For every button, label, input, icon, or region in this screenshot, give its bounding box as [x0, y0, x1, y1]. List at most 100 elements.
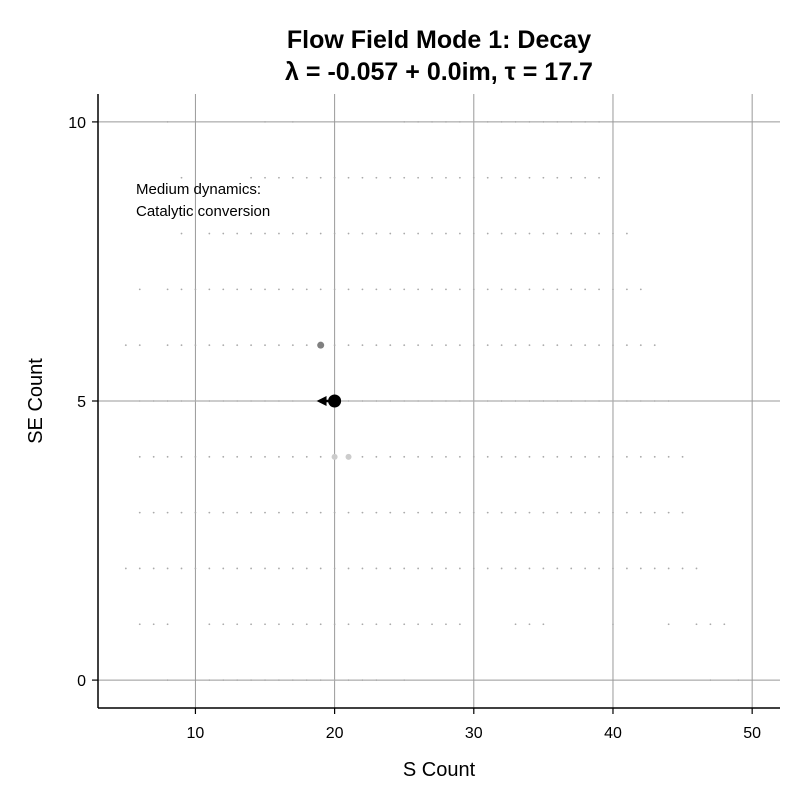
field-point: [487, 177, 489, 179]
field-point: [515, 400, 517, 402]
field-point: [306, 177, 308, 179]
field-point: [167, 456, 169, 458]
field-point: [459, 233, 461, 235]
field-point: [153, 568, 155, 570]
field-point: [403, 456, 405, 458]
field-point: [626, 288, 628, 290]
x-tick-label-20: 20: [326, 725, 344, 742]
field-point: [292, 512, 294, 514]
field-point: [598, 456, 600, 458]
field-point: [139, 456, 141, 458]
field-point: [181, 568, 183, 570]
field-point: [264, 456, 266, 458]
x-tick-label-30: 30: [465, 725, 483, 742]
field-point: [362, 344, 364, 346]
field-point: [501, 121, 503, 123]
current-state-point: [328, 395, 341, 408]
field-point: [417, 568, 419, 570]
field-point: [236, 456, 238, 458]
field-point: [501, 400, 503, 402]
field-point: [167, 679, 169, 681]
field-point: [292, 344, 294, 346]
field-point: [501, 512, 503, 514]
field-point: [306, 344, 308, 346]
field-point: [515, 121, 517, 123]
field-point: [584, 233, 586, 235]
field-point: [139, 512, 141, 514]
field-point: [208, 456, 210, 458]
highlight-point-2: [332, 454, 338, 460]
annotation-line-2: Catalytic conversion: [136, 203, 270, 220]
field-point: [529, 121, 531, 123]
field-point: [264, 512, 266, 514]
field-point: [334, 623, 336, 625]
y-axis-label: SE Count: [25, 358, 47, 444]
field-point: [515, 512, 517, 514]
field-point: [598, 233, 600, 235]
field-point: [417, 288, 419, 290]
field-point: [181, 233, 183, 235]
field-point: [208, 344, 210, 346]
field-point: [737, 679, 739, 681]
field-point: [515, 288, 517, 290]
field-point: [612, 344, 614, 346]
field-point: [167, 400, 169, 402]
field-point: [208, 679, 210, 681]
field-point: [445, 233, 447, 235]
field-point: [222, 623, 224, 625]
field-point: [375, 400, 377, 402]
field-point: [445, 121, 447, 123]
field-point: [417, 177, 419, 179]
field-point: [306, 456, 308, 458]
field-point: [431, 456, 433, 458]
field-point: [654, 456, 656, 458]
field-point: [348, 623, 350, 625]
field-point: [445, 568, 447, 570]
field-point: [445, 456, 447, 458]
field-point: [710, 679, 712, 681]
field-point: [459, 512, 461, 514]
field-point: [431, 344, 433, 346]
field-point: [487, 400, 489, 402]
field-point: [348, 344, 350, 346]
field-point: [375, 233, 377, 235]
field-point: [250, 623, 252, 625]
field-point: [696, 568, 698, 570]
field-point: [348, 177, 350, 179]
field-point: [292, 623, 294, 625]
field-point: [668, 512, 670, 514]
field-point: [334, 568, 336, 570]
field-point: [598, 288, 600, 290]
field-point: [195, 400, 197, 402]
field-point: [654, 400, 656, 402]
field-point: [222, 512, 224, 514]
field-point: [668, 623, 670, 625]
x-tick-label-10: 10: [187, 725, 205, 742]
field-point: [139, 400, 141, 402]
field-point: [668, 568, 670, 570]
field-point: [473, 568, 475, 570]
field-point: [682, 568, 684, 570]
field-point: [473, 233, 475, 235]
field-point: [348, 679, 350, 681]
field-point: [501, 233, 503, 235]
field-point: [389, 512, 391, 514]
field-point: [542, 288, 544, 290]
field-point: [556, 456, 558, 458]
field-point: [167, 512, 169, 514]
field-point: [139, 623, 141, 625]
field-point: [445, 288, 447, 290]
field-point: [640, 456, 642, 458]
field-point: [584, 568, 586, 570]
field-point: [264, 623, 266, 625]
field-point: [264, 233, 266, 235]
field-point: [445, 344, 447, 346]
field-point: [292, 233, 294, 235]
field-point: [501, 568, 503, 570]
field-point: [459, 623, 461, 625]
field-point: [362, 177, 364, 179]
field-point: [125, 344, 127, 346]
field-point: [529, 623, 531, 625]
field-point: [320, 456, 322, 458]
field-point: [626, 400, 628, 402]
